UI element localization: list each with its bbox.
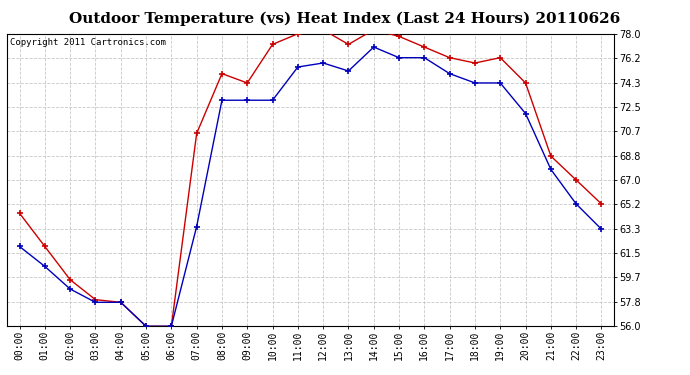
Text: Copyright 2011 Cartronics.com: Copyright 2011 Cartronics.com <box>10 38 166 47</box>
Text: Outdoor Temperature (vs) Heat Index (Last 24 Hours) 20110626: Outdoor Temperature (vs) Heat Index (Las… <box>70 11 620 26</box>
